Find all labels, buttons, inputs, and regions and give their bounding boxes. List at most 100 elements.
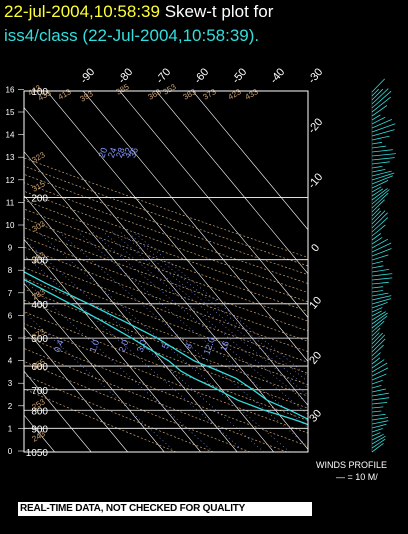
wind-barb <box>371 388 386 393</box>
pressure-label: 300 <box>31 256 48 267</box>
height-label: 4 <box>8 357 13 366</box>
wind-barb <box>371 432 381 437</box>
height-label: 16 <box>6 85 15 94</box>
height-label: 6 <box>8 311 13 320</box>
title-text: Skew-t plot for <box>164 2 274 21</box>
wind-barb <box>371 119 393 129</box>
dry-adiabat-line <box>24 388 177 452</box>
wind-barb <box>371 435 386 445</box>
height-label: 14 <box>6 131 15 140</box>
mixing-ratio-label: 32 <box>121 146 134 159</box>
wind-barb <box>371 290 384 293</box>
skewt-chart: 1050900800700600500400300200100012345678… <box>6 66 396 459</box>
top-temp-label: -50 <box>230 66 249 86</box>
wind-barb <box>371 402 388 405</box>
wind-barb <box>371 392 389 397</box>
wind-barb <box>371 302 388 309</box>
height-label: 3 <box>8 379 13 388</box>
height-label: 2 <box>8 402 13 411</box>
height-label: 5 <box>8 334 13 343</box>
wind-barb <box>371 116 386 125</box>
wind-barb <box>371 224 386 237</box>
top-temp-label: -60 <box>192 66 211 86</box>
mixing-ratio-label: 12.0 <box>202 336 217 356</box>
dry-adiabat-label: 373 <box>202 87 219 102</box>
wind-barb <box>371 332 380 341</box>
wind-barb <box>371 166 383 169</box>
wind-barb <box>371 397 390 401</box>
wind-barb <box>371 161 390 165</box>
wind-barb <box>371 338 386 353</box>
wind-barb <box>371 88 384 101</box>
wind-barb <box>371 273 393 277</box>
temperature-trace <box>24 271 308 420</box>
sounding-traces <box>24 271 308 426</box>
pressure-label: 200 <box>31 193 48 204</box>
dry-adiabat-line <box>24 208 308 312</box>
pressure-label: 700 <box>31 386 48 397</box>
isotherm-line <box>24 238 201 452</box>
dry-adiabat-line <box>24 182 308 284</box>
wind-barb <box>371 327 381 337</box>
wind-barb <box>371 210 382 221</box>
wind-barb <box>371 96 391 113</box>
isotherm-line <box>24 326 128 452</box>
top-temp-label: -40 <box>268 66 287 86</box>
dry-adiabat-label: 315 <box>31 179 48 194</box>
wind-barbs <box>371 78 396 453</box>
dry-adiabat-line <box>24 323 308 434</box>
wind-barb <box>371 428 383 433</box>
height-label: 13 <box>6 153 15 162</box>
wind-barb <box>371 153 396 157</box>
pressure-label: 400 <box>31 300 48 311</box>
wind-barb <box>371 188 384 197</box>
pressure-label: 500 <box>31 334 48 345</box>
quality-notice: REAL-TIME DATA, NOT CHECKED FOR QUALITY <box>18 502 312 516</box>
right-temp-label: 10 <box>307 295 324 312</box>
wind-barb <box>371 359 385 369</box>
wind-barb <box>371 192 389 209</box>
mixing-ratio-line <box>77 231 308 429</box>
mixing-ratio-line <box>112 231 308 396</box>
wind-barb <box>371 217 389 233</box>
right-temp-label: -20 <box>306 116 325 136</box>
dry-adiabat-line <box>24 199 308 303</box>
wind-barb <box>371 315 388 329</box>
mixing-ratio-line <box>58 231 308 447</box>
pressure-label: 800 <box>31 406 48 417</box>
wind-barb <box>371 172 395 181</box>
wind-barb <box>371 169 386 173</box>
wind-barb <box>371 332 383 345</box>
mixing-ratio-label: 5 <box>160 342 171 350</box>
wind-barb <box>371 170 392 177</box>
wind-barb <box>371 307 383 313</box>
pressure-label: 1050 <box>26 448 49 459</box>
dry-adiabat-label: 433 <box>244 87 261 102</box>
wind-barb <box>371 238 388 249</box>
wind-barb <box>371 188 388 201</box>
wind-barb <box>371 367 389 377</box>
dry-adiabat-line <box>24 348 288 452</box>
isotherm-line <box>192 91 308 231</box>
wind-barb <box>371 186 382 193</box>
mixing-ratio-label: 8 <box>183 342 194 350</box>
wind-barb <box>371 423 387 429</box>
dry-adiabat-line <box>24 165 308 267</box>
wind-barb <box>371 420 389 425</box>
wind-barb <box>371 210 386 225</box>
wind-barb <box>371 417 389 421</box>
dry-adiabat-line <box>24 374 214 452</box>
mixing-ratio-line <box>24 311 176 452</box>
isotherm-line <box>24 370 92 452</box>
right-temp-label: 0 <box>309 242 322 254</box>
wind-barb <box>371 281 389 285</box>
wind-barb <box>371 254 389 261</box>
height-label: 1 <box>8 424 13 433</box>
height-label: 12 <box>6 176 15 185</box>
isotherm-line <box>46 91 308 406</box>
dewpoint-trace <box>24 278 308 426</box>
winds-profile-label: WINDS PROFILE <box>316 460 388 470</box>
wind-barb <box>371 312 388 325</box>
mixing-ratio-label: 20 <box>97 146 110 159</box>
dry-adiabat-line <box>24 288 308 397</box>
